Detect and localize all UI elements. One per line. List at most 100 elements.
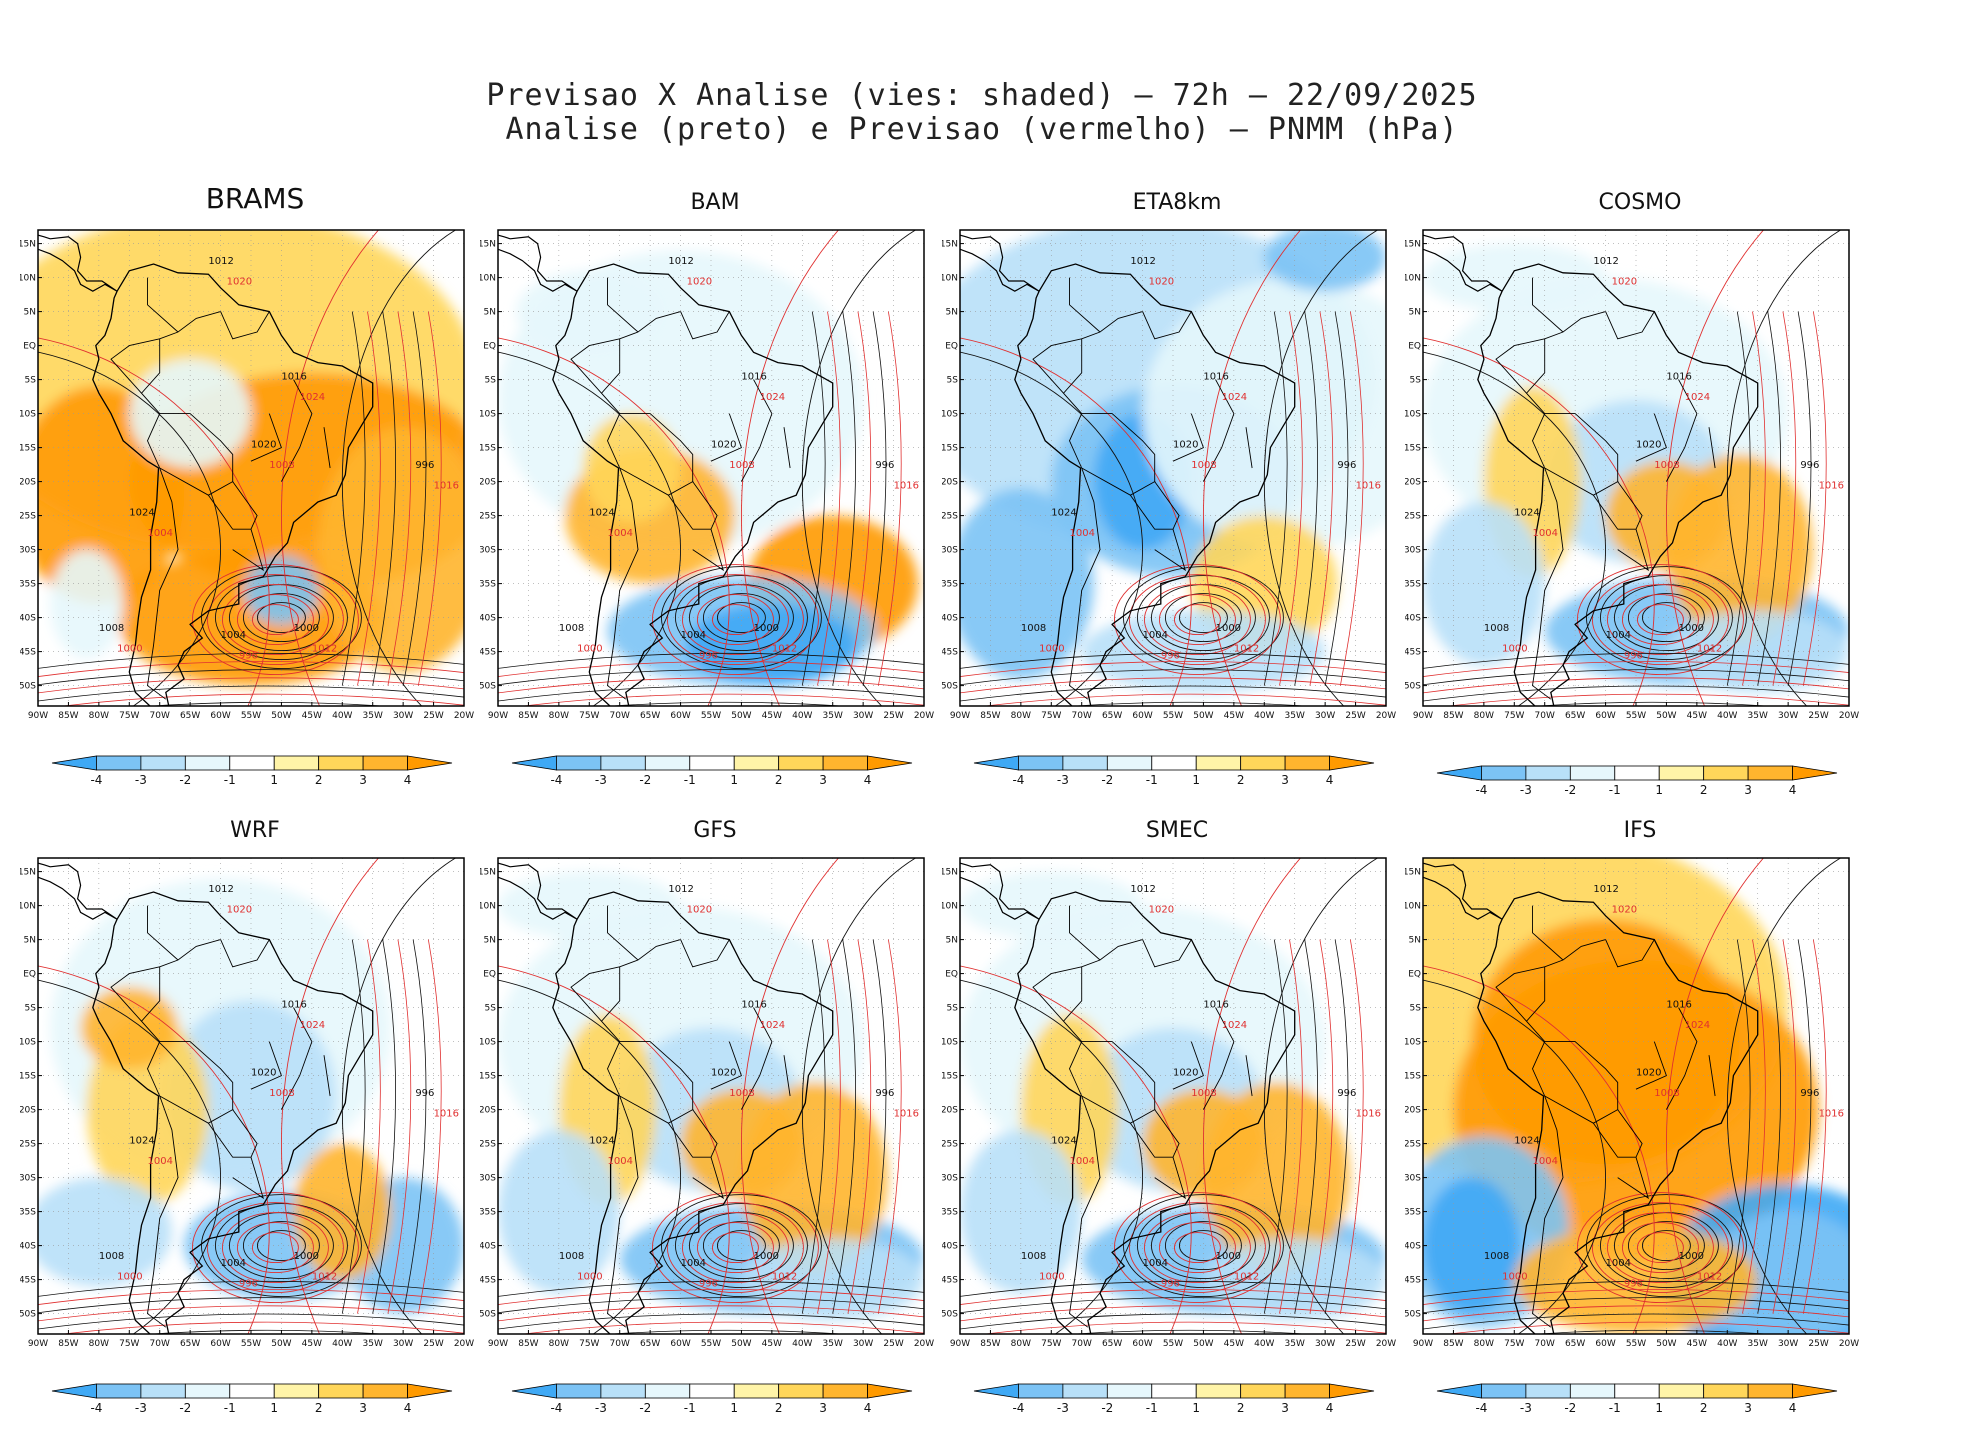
isobar <box>960 1280 1386 1297</box>
lon-tick-label: 40W <box>792 711 812 721</box>
lon-tick-label: 45W <box>1687 711 1707 721</box>
panel-title: BAM <box>690 190 740 215</box>
country-border <box>600 939 681 1042</box>
lon-tick-label: 55W <box>1626 1339 1646 1349</box>
colorbar-swatch <box>1151 755 1197 771</box>
forecast-isobar <box>1576 564 1744 676</box>
colorbar-swatch <box>1436 1383 1482 1399</box>
lon-tick-label: 50W <box>731 711 751 721</box>
forecast-isobar-label: 1020 <box>1612 904 1637 915</box>
lon-tick-label: 20W <box>1376 711 1396 721</box>
forecast-isobar-label: 1008 <box>1191 1088 1216 1099</box>
colorbar: -4 -3 -2 -1 1 2 3 4 <box>51 1383 453 1415</box>
lon-tick-label: 70W <box>1072 711 1092 721</box>
lon-tick-label: 90W <box>28 711 48 721</box>
lat-tick-label: 50S <box>1405 1310 1421 1320</box>
forecast-isobar <box>741 858 840 1334</box>
lon-tick-label: 45W <box>762 711 782 721</box>
lon-tick-label: 80W <box>549 711 569 721</box>
bias-shading <box>1081 610 1326 693</box>
forecast-isobar-label: 1020 <box>1612 276 1637 287</box>
country-border <box>250 1041 282 1090</box>
isobar <box>38 1305 464 1322</box>
isobar <box>520 693 924 706</box>
lat-tick-label: 20S <box>1405 1106 1421 1116</box>
forecast-isobar <box>1173 604 1221 636</box>
isobar <box>1742 311 1766 686</box>
analysis-isobar <box>214 1203 348 1289</box>
isobar <box>862 939 887 1314</box>
isobar <box>1423 1305 1849 1322</box>
isobar <box>60 693 464 706</box>
analysis-isobar-label: 1024 <box>129 508 154 519</box>
country-border <box>741 379 773 482</box>
colorbar-label: -1 <box>1146 1401 1158 1415</box>
lat-tick-label: 35S <box>480 1208 496 1218</box>
colorbar-swatch <box>867 755 913 771</box>
lat-tick-label: 5S <box>25 1004 37 1014</box>
country-border <box>607 1095 639 1328</box>
south-america-coastline <box>1014 263 1296 706</box>
forecast-isobar <box>1666 230 1765 706</box>
colorbar-label: 1 <box>730 773 738 787</box>
country-border <box>323 1055 331 1097</box>
colorbar-swatch <box>644 1383 691 1399</box>
colorbar: -4 -3 -2 -1 1 2 3 4 <box>973 1383 1375 1415</box>
country-border <box>680 939 730 968</box>
lon-tick-label: 60W <box>1595 711 1615 721</box>
colorbar-label: 3 <box>1281 773 1289 787</box>
isobar <box>1802 939 1827 1314</box>
forecast-isobar <box>1666 858 1765 1334</box>
isobar <box>960 1305 1386 1322</box>
lon-tick-label: 20W <box>914 1339 934 1349</box>
analysis-isobar <box>1585 1194 1747 1298</box>
lat-tick-label: 5S <box>947 1004 959 1014</box>
colorbar-swatch <box>1240 755 1286 771</box>
analysis-isobar-label: 1020 <box>1636 1068 1661 1079</box>
isobar <box>960 685 1386 702</box>
forecast-isobar <box>651 564 819 676</box>
lat-tick-label: 15N <box>942 240 958 250</box>
lon-tick-label: 90W <box>950 711 970 721</box>
country-border <box>1495 338 1545 394</box>
colorbar-swatch <box>511 1383 557 1399</box>
forecast-isobar-label: 1024 <box>1685 392 1710 403</box>
bias-shading <box>1471 919 1740 1164</box>
lat-tick-label: 5S <box>485 1004 497 1014</box>
colorbar-swatch <box>51 755 97 771</box>
colorbar-swatch <box>1062 1383 1108 1399</box>
colorbar-label: 4 <box>404 773 412 787</box>
colorbar-label: 2 <box>775 1401 783 1415</box>
forecast-isobar <box>498 965 730 1334</box>
colorbar-label: 2 <box>315 773 323 787</box>
country-border <box>1142 311 1192 340</box>
colorbar-label: -1 <box>1609 1401 1621 1415</box>
colorbar-label: 4 <box>864 773 872 787</box>
forecast-isobar-label: 1004 <box>608 1156 633 1167</box>
analysis-isobar-label: 1008 <box>1021 1251 1046 1262</box>
lat-tick-label: 25S <box>480 512 496 522</box>
forecast-isobar-label: 1000 <box>577 644 602 655</box>
lat-tick-label: 25S <box>20 1140 36 1150</box>
analysis-isobar <box>38 979 221 1334</box>
country-border <box>147 467 179 700</box>
lat-tick-label: 5S <box>485 376 497 386</box>
lon-tick-label: 85W <box>980 1339 1000 1349</box>
forecast-isobar-label: 1012 <box>312 1272 337 1283</box>
lon-tick-label: 70W <box>610 1339 630 1349</box>
isobar <box>357 939 381 1314</box>
lat-tick-label: EQ <box>1408 970 1421 980</box>
colorbar-swatch <box>1329 755 1375 771</box>
lat-tick-label: 25S <box>942 1140 958 1150</box>
lat-tick-label: 20S <box>480 1106 496 1116</box>
central-america-coastline <box>960 234 1040 292</box>
lat-tick-label: 10S <box>1405 410 1421 420</box>
country-border <box>1172 1041 1204 1090</box>
colorbar-swatch <box>1569 1383 1616 1399</box>
isobar <box>1772 311 1797 686</box>
panel-title: ETA8km <box>1132 190 1222 215</box>
analysis-isobar-label: 1016 <box>281 1000 306 1011</box>
colorbar-label: -1 <box>684 773 696 787</box>
colorbar-swatch <box>1525 765 1571 781</box>
colorbar-label: 2 <box>1700 783 1708 797</box>
